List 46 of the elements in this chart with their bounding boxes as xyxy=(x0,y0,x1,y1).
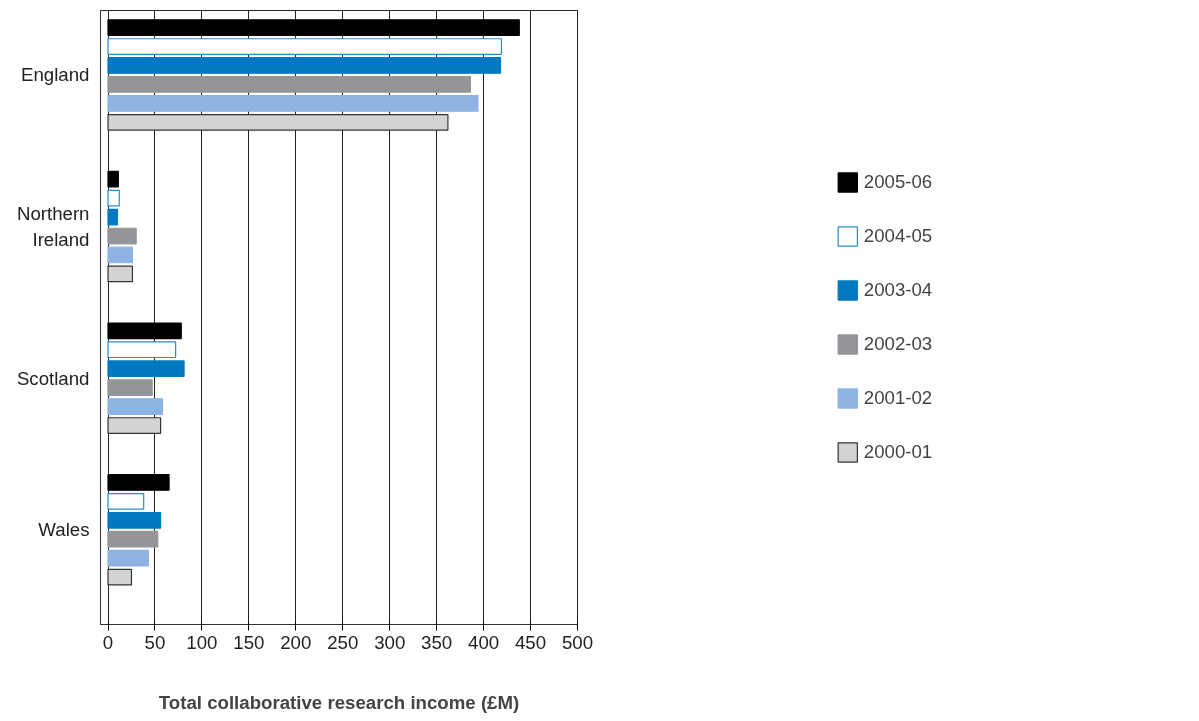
bar xyxy=(107,474,170,491)
bar xyxy=(107,38,503,55)
x-tick-label: 350 xyxy=(421,631,453,653)
legend-label: 2002-03 xyxy=(863,333,933,355)
x-tick-label: 100 xyxy=(186,631,218,653)
y-tick-label: Wales xyxy=(38,519,90,541)
bar xyxy=(107,170,119,188)
bar xyxy=(107,360,185,378)
bar xyxy=(107,113,449,131)
x-tick-label: 0 xyxy=(102,631,114,653)
bar xyxy=(107,208,118,226)
y-tick-label: Northern Ireland xyxy=(16,203,90,250)
x-tick-label: 450 xyxy=(514,631,547,653)
bar xyxy=(107,57,502,74)
x-tick-label: 300 xyxy=(374,631,406,653)
bar xyxy=(107,341,177,359)
bar xyxy=(107,227,137,245)
bar xyxy=(107,76,472,93)
x-tick-label: 250 xyxy=(327,631,359,653)
legend-label: 2004-05 xyxy=(863,225,933,247)
x-tick-label: 150 xyxy=(233,631,265,653)
y-tick-label: England xyxy=(21,64,90,86)
bar xyxy=(107,379,153,396)
bar xyxy=(107,265,134,283)
bar xyxy=(107,417,162,434)
legend-label: 2001-02 xyxy=(863,387,933,409)
bar xyxy=(107,492,145,510)
x-axis-title: Total collaborative research income (£M) xyxy=(158,691,520,713)
bar xyxy=(107,549,149,567)
x-tick-label: 50 xyxy=(144,631,166,653)
x-tick-label: 500 xyxy=(561,631,594,653)
legend-label: 2005-06 xyxy=(863,171,933,193)
bar xyxy=(107,94,479,112)
bar xyxy=(107,511,162,529)
legend-label: 2003-04 xyxy=(863,279,933,301)
bar xyxy=(107,530,159,548)
bar xyxy=(107,322,182,340)
bar xyxy=(107,568,133,586)
x-tick-label: 400 xyxy=(468,631,500,653)
y-tick-label: Scotland xyxy=(16,367,90,389)
legend-label: 2000-01 xyxy=(863,441,933,463)
x-tick-label: 200 xyxy=(280,631,312,653)
bar xyxy=(107,246,134,264)
bar xyxy=(107,19,520,36)
bar xyxy=(107,398,164,415)
bar xyxy=(107,189,120,207)
